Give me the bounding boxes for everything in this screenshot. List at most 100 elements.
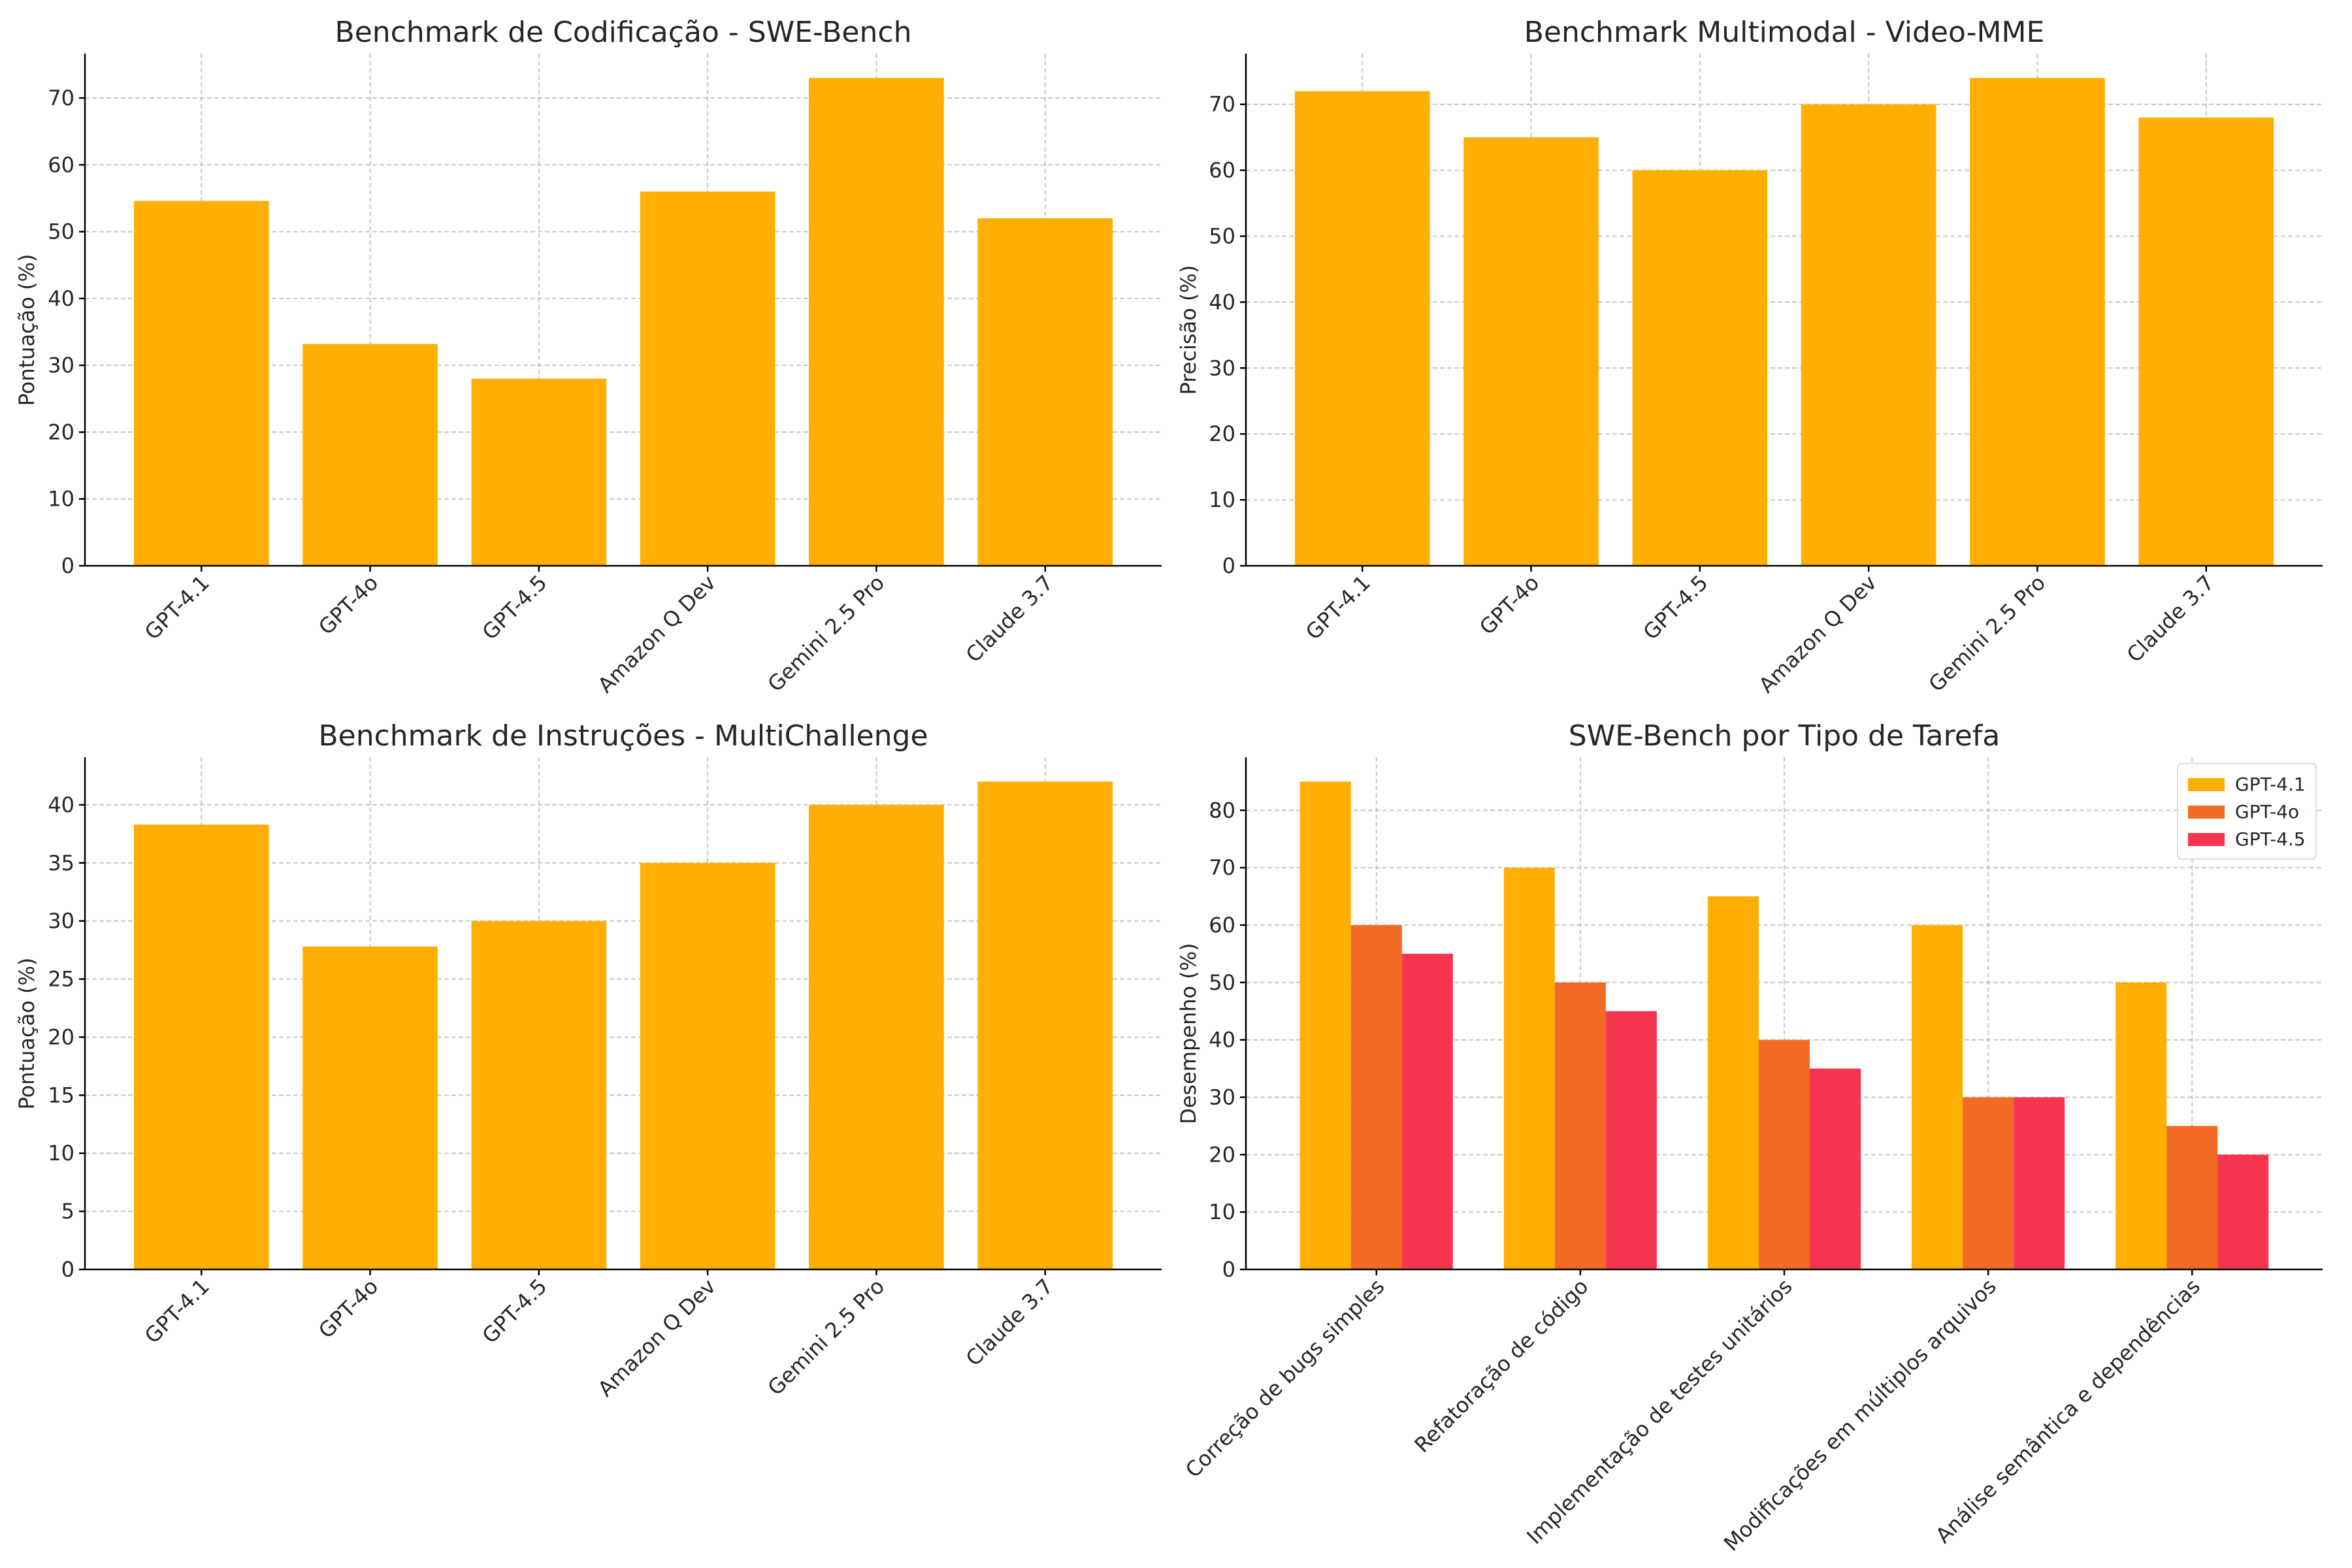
bar-gpt-4o-3 — [1963, 1097, 2014, 1269]
bar-5 — [2138, 117, 2274, 566]
x-tick-label: Amazon Q Dev — [593, 570, 721, 698]
y-tick-label: 40 — [48, 792, 74, 817]
y-tick-label: 50 — [1209, 223, 1235, 248]
bar-gpt-4-5-3 — [2014, 1097, 2065, 1269]
bar-gpt-4-1-1 — [1503, 868, 1555, 1269]
y-tick-label: 60 — [1209, 158, 1235, 183]
y-axis-label: Pontuação (%) — [14, 254, 39, 406]
chart-title: Benchmark de Instruções - MultiChallenge — [318, 719, 928, 753]
x-tick-label: Claude 3.7 — [2122, 570, 2219, 668]
x-tick-label: Gemini 2.5 Pro — [763, 1274, 890, 1401]
y-tick-label: 20 — [1209, 421, 1235, 446]
chart-swe-bench: Benchmark de Codificação - SWE-Bench Pon… — [14, 16, 1162, 698]
x-tick-label: GPT-4o — [1475, 570, 1544, 640]
y-axis-label: Precisão (%) — [1176, 265, 1201, 395]
bar-4 — [809, 78, 944, 566]
y-tick-label: 0 — [1222, 553, 1235, 578]
y-tick-label: 70 — [1209, 855, 1235, 880]
y-tick-label: 20 — [48, 1024, 74, 1049]
y-tick-label: 70 — [48, 86, 74, 110]
bar-4 — [1970, 78, 2105, 566]
chart-title: Benchmark Multimodal - Video-MME — [1524, 16, 2045, 49]
legend-label: GPT-4.5 — [2235, 828, 2306, 850]
legend-label: GPT-4.1 — [2235, 774, 2306, 795]
y-tick-label: 10 — [1209, 1200, 1235, 1224]
y-axis-label: Desempenho (%) — [1176, 943, 1201, 1124]
y-tick-label: 50 — [48, 220, 74, 244]
bar-1 — [302, 344, 438, 566]
bar-2 — [471, 378, 607, 566]
y-tick-label: 10 — [48, 1141, 74, 1166]
chart-video-mme: Benchmark Multimodal - Video-MME Precisã… — [1176, 16, 2323, 698]
legend-label: GPT-4o — [2235, 801, 2299, 823]
legend: GPT-4.1 GPT-4o GPT-4.5 — [2177, 763, 2317, 860]
legend-swatch — [2188, 778, 2225, 791]
x-tick-label: Correção de bugs simples — [1181, 1274, 1389, 1482]
bars — [1299, 781, 2269, 1269]
x-tick-label: GPT-4o — [314, 1274, 383, 1343]
chart-title: Benchmark de Codificação - SWE-Bench — [335, 16, 912, 49]
bar-3 — [640, 191, 776, 566]
y-tick-label: 0 — [61, 1257, 74, 1282]
chart-multichallenge: Benchmark de Instruções - MultiChallenge… — [14, 719, 1162, 1401]
bar-gpt-4-5-0 — [1401, 953, 1453, 1269]
y-tick-label: 30 — [1209, 1085, 1235, 1109]
x-tick-label: GPT-4.1 — [140, 570, 214, 645]
bar-gpt-4-1-4 — [2115, 982, 2167, 1269]
y-tick-label: 35 — [48, 851, 74, 875]
x-tick-label: Gemini 2.5 Pro — [1924, 570, 2051, 697]
y-tick-label: 40 — [48, 286, 74, 311]
bar-gpt-4-5-4 — [2217, 1154, 2269, 1269]
chart-swe-bench-by-task: SWE-Bench por Tipo de Tarefa Desempenho … — [1176, 719, 2323, 1556]
x-tick-label: Claude 3.7 — [961, 570, 1058, 668]
bar-0 — [133, 825, 269, 1269]
x-tick-label: GPT-4.1 — [140, 1274, 214, 1348]
bar-gpt-4o-4 — [2166, 1126, 2218, 1269]
bar-gpt-4-5-1 — [1605, 1011, 1657, 1269]
y-tick-label: 70 — [1209, 92, 1235, 117]
y-tick-label: 25 — [48, 967, 74, 992]
y-tick-label: 10 — [48, 487, 74, 512]
y-tick-label: 80 — [1209, 798, 1235, 823]
y-tick-label: 40 — [1209, 1028, 1235, 1053]
bar-gpt-4-5-2 — [1810, 1068, 1861, 1269]
bars — [133, 781, 1113, 1269]
y-tick-label: 30 — [1209, 355, 1235, 380]
x-tick-label: GPT-4o — [314, 570, 383, 640]
y-tick-label: 30 — [48, 909, 74, 934]
bar-gpt-4-1-3 — [1912, 924, 1963, 1269]
y-tick-label: 0 — [61, 553, 74, 578]
bar-1 — [302, 946, 438, 1269]
bar-4 — [809, 804, 944, 1269]
bar-5 — [977, 218, 1113, 566]
y-tick-label: 40 — [1209, 289, 1235, 314]
y-axis-label: Pontuação (%) — [14, 958, 39, 1110]
bars — [1294, 78, 2274, 566]
y-tick-label: 20 — [48, 419, 74, 444]
bar-gpt-4-1-0 — [1299, 781, 1351, 1269]
bar-2 — [471, 921, 607, 1269]
bar-0 — [133, 201, 269, 566]
bar-5 — [977, 781, 1113, 1269]
bar-gpt-4o-1 — [1554, 982, 1606, 1269]
chart-title: SWE-Bench por Tipo de Tarefa — [1569, 719, 2000, 753]
bar-0 — [1294, 91, 1430, 566]
y-tick-label: 30 — [48, 353, 74, 378]
bar-3 — [640, 862, 776, 1269]
x-tick-label: GPT-4.1 — [1301, 570, 1375, 645]
y-tick-label: 0 — [1222, 1257, 1235, 1282]
x-tick-label: Amazon Q Dev — [593, 1274, 721, 1401]
bar-gpt-4-1-2 — [1707, 896, 1759, 1269]
x-tick-label: Refatoração de código — [1409, 1274, 1593, 1458]
x-tick-label: Claude 3.7 — [961, 1274, 1058, 1371]
legend-swatch — [2188, 806, 2225, 819]
bars — [133, 78, 1113, 566]
y-tick-label: 5 — [61, 1199, 74, 1224]
y-tick-label: 20 — [1209, 1142, 1235, 1167]
bar-2 — [1632, 170, 1768, 566]
bar-gpt-4o-0 — [1350, 924, 1402, 1269]
y-tick-label: 60 — [48, 152, 74, 177]
x-tick-label: GPT-4.5 — [1639, 570, 1713, 645]
bar-1 — [1463, 137, 1599, 566]
